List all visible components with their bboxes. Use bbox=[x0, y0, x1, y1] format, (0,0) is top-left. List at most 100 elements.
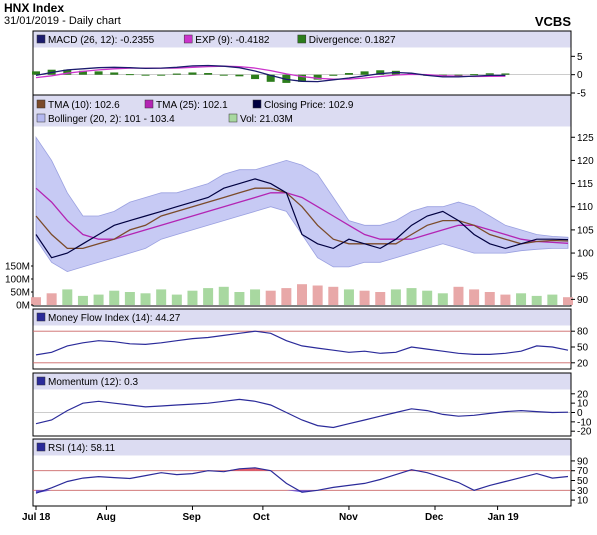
volume-bar-18 bbox=[312, 285, 323, 305]
legend-swatch-macd-2 bbox=[297, 34, 307, 44]
volume-bar-33 bbox=[547, 294, 558, 305]
legend-label-rsi-panel-0: RSI (14): 58.11 bbox=[48, 443, 116, 454]
volume-bar-34 bbox=[563, 297, 573, 305]
x-tick-label-3: Oct bbox=[253, 512, 270, 523]
panel-price-panel: TMA (10): 102.6 TMA (25): 102.1 Closing Pr… bbox=[5, 94, 594, 312]
rsi-panel-ytick-label-3: 30 bbox=[577, 486, 589, 497]
money-flow-panel-ytick-label-0: 80 bbox=[577, 327, 589, 338]
money-flow-panel-legend-bg bbox=[33, 309, 571, 326]
legend-label-macd-0: MACD (26, 12): -0.2355 bbox=[48, 35, 155, 46]
momentum-panel-ytick-label-2: 0 bbox=[577, 408, 583, 419]
macd-divergence-bar-9 bbox=[172, 73, 181, 75]
tma25-line bbox=[35, 187, 569, 244]
x-tick-label-1: Aug bbox=[96, 512, 115, 523]
legend-label-price-b-0: Bollinger (20, 2): 101 - 103.4 bbox=[48, 114, 175, 125]
money-flow-panel-ytick-label-1: 50 bbox=[577, 343, 589, 354]
brand-label: VCBS bbox=[534, 14, 571, 29]
volume-bar-3 bbox=[77, 295, 88, 305]
macd-divergence-bar-28 bbox=[470, 74, 479, 76]
legend-swatch-price-a-1 bbox=[144, 99, 154, 109]
volume-tick-label-1: 100M bbox=[5, 275, 30, 286]
macd-divergence-bar-6 bbox=[125, 74, 134, 76]
volume-bar-30 bbox=[500, 294, 511, 305]
macd-divergence-bar-21 bbox=[360, 71, 369, 75]
volume-tick-label-0: 150M bbox=[5, 262, 30, 273]
macd-divergence-bar-2 bbox=[63, 69, 72, 75]
volume-bar-8 bbox=[156, 289, 167, 305]
macd-divergence-bar-11 bbox=[204, 73, 213, 75]
volume-bar-7 bbox=[140, 293, 151, 305]
macd-divergence-bar-13 bbox=[235, 74, 244, 77]
price-panel-ytick-label-3: 110 bbox=[577, 202, 593, 213]
macd-panel-ytick-label-1: 0 bbox=[577, 70, 583, 81]
volume-bar-19 bbox=[328, 286, 339, 305]
volume-bar-21 bbox=[359, 290, 370, 305]
macd-exp-line bbox=[35, 65, 506, 80]
macd-divergence-bar-14 bbox=[251, 74, 260, 80]
rsi-panel-oversold-1 bbox=[36, 490, 52, 494]
tma10-line bbox=[35, 187, 569, 250]
macd-divergence-bar-29 bbox=[485, 73, 494, 75]
macd-divergence-bar-27 bbox=[454, 74, 463, 76]
macd-divergence-bar-15 bbox=[266, 74, 275, 82]
macd-divergence-bar-7 bbox=[141, 74, 150, 76]
x-tick-label-6: Jan 19 bbox=[488, 512, 520, 523]
rsi-panel-line bbox=[35, 467, 569, 494]
x-tick-label-4: Nov bbox=[339, 512, 358, 523]
volume-bar-0 bbox=[31, 297, 41, 305]
volume-tick-label-2: 50M bbox=[11, 288, 30, 299]
legend-swatch-price-a-2 bbox=[252, 99, 262, 109]
momentum-panel-ytick-label-1: 10 bbox=[577, 399, 589, 410]
macd-divergence-bar-18 bbox=[313, 74, 322, 80]
x-axis: Jul 18 Aug Sep Oct Nov Dec Jan 19 bbox=[22, 506, 519, 523]
legend-label-price-b-1: Vol: 21.03M bbox=[240, 114, 293, 125]
money-flow-panel-ytick-label-2: 20 bbox=[577, 358, 589, 369]
price-panel-ytick-label-7: 90 bbox=[577, 295, 589, 306]
macd-divergence-bar-22 bbox=[376, 70, 385, 75]
legend-swatch-money-flow-panel-0 bbox=[36, 312, 46, 322]
legend-label-price-a-1: TMA (25): 102.1 bbox=[156, 100, 228, 111]
macd-divergence-bar-19 bbox=[329, 74, 338, 76]
volume-bar-24 bbox=[406, 288, 417, 305]
volume-bar-2 bbox=[62, 289, 73, 305]
rsi-panel-ytick-label-1: 70 bbox=[577, 466, 589, 477]
panel-money-flow-panel: Money Flow Index (14): 44.27 80 50 20 bbox=[32, 308, 589, 370]
money-flow-panel-line bbox=[35, 330, 569, 356]
macd-divergence-bar-10 bbox=[188, 72, 197, 75]
volume-bar-31 bbox=[516, 293, 527, 305]
macd-divergence-bar-5 bbox=[110, 72, 119, 75]
momentum-panel-line bbox=[35, 398, 569, 429]
legend-label-momentum-panel-0: Momentum (12): 0.3 bbox=[48, 377, 138, 388]
x-tick-label-5: Dec bbox=[425, 512, 444, 523]
legend-label-price-a-2: Closing Price: 102.9 bbox=[264, 100, 354, 111]
legend-swatch-rsi-panel-0 bbox=[36, 442, 46, 452]
macd-line bbox=[35, 64, 506, 83]
legend-label-macd-1: EXP (9): -0.4182 bbox=[195, 35, 270, 46]
macd-divergence-bar-8 bbox=[157, 74, 166, 76]
momentum-panel-ytick-label-3: -10 bbox=[577, 417, 592, 428]
legend-swatch-price-b-0 bbox=[36, 113, 46, 123]
volume-bar-9 bbox=[171, 294, 182, 305]
rsi-panel-ytick-label-0: 90 bbox=[577, 456, 589, 467]
volume-tick-label-3: 0M bbox=[16, 301, 30, 312]
volume-bar-28 bbox=[469, 289, 480, 305]
volume-bar-25 bbox=[422, 290, 433, 305]
panel-macd-panel: MACD (26, 12): -0.2355 EXP (9): -0.4182 Di… bbox=[32, 30, 586, 100]
volume-bar-32 bbox=[531, 295, 542, 305]
momentum-panel-ytick-label-4: -20 bbox=[577, 427, 592, 438]
macd-divergence-bar-20 bbox=[344, 73, 353, 75]
macd-panel-ytick-label-2: -5 bbox=[577, 89, 586, 100]
legend-swatch-price-b-1 bbox=[228, 113, 238, 123]
volume-bar-26 bbox=[437, 293, 448, 305]
macd-divergence-bar-12 bbox=[219, 74, 228, 76]
macd-panel-ytick-label-0: 5 bbox=[577, 52, 583, 63]
volume-bar-12 bbox=[218, 286, 229, 305]
volume-bar-14 bbox=[250, 289, 261, 305]
macd-divergence-bar-0 bbox=[32, 71, 40, 75]
volume-bar-4 bbox=[93, 294, 104, 305]
volume-bar-10 bbox=[187, 290, 198, 305]
x-tick-label-0: Jul 18 bbox=[22, 512, 51, 523]
macd-divergence-bar-4 bbox=[94, 71, 103, 75]
